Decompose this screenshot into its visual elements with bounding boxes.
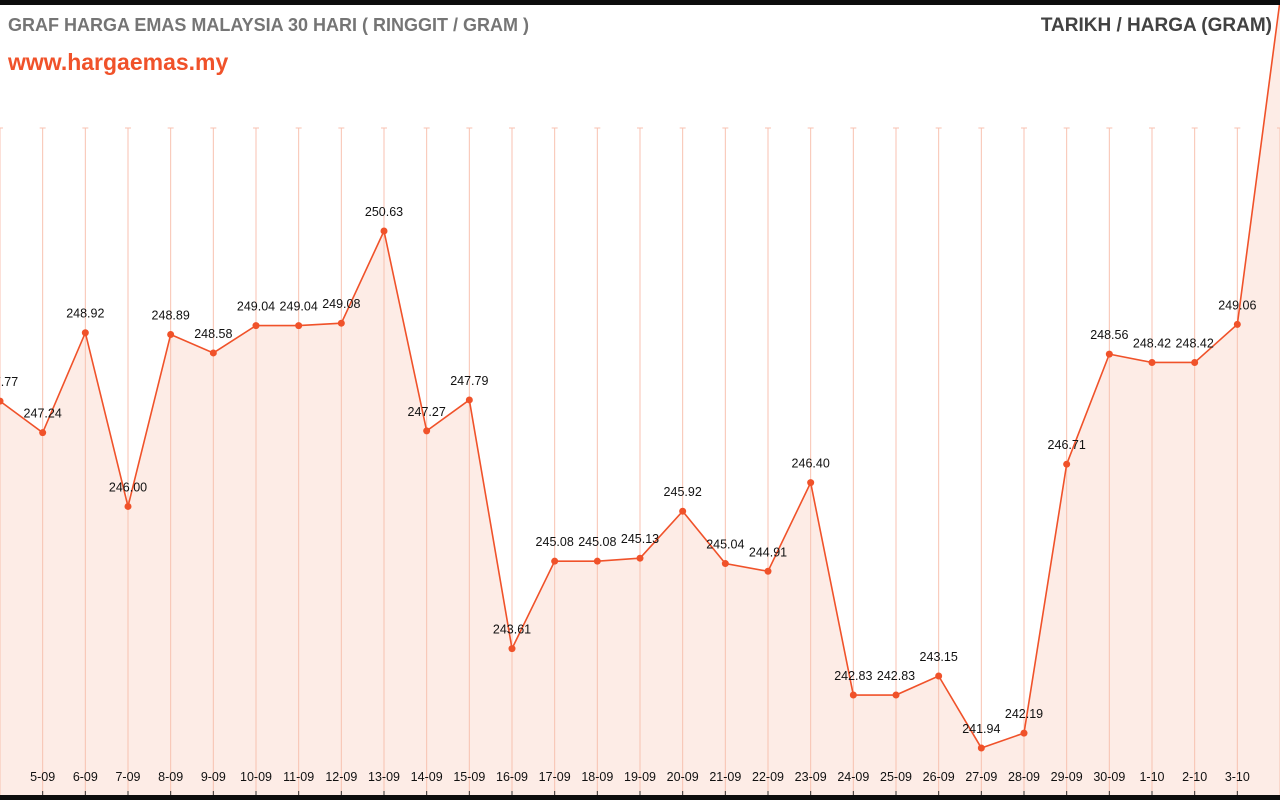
x-tick-label: 26-09 [923, 770, 955, 784]
x-tick-label: 12-09 [325, 770, 357, 784]
data-label: 249.06 [1218, 298, 1256, 312]
data-point [380, 227, 388, 235]
data-point [721, 560, 729, 568]
x-tick-label: 21-09 [709, 770, 741, 784]
data-point [508, 645, 516, 653]
data-label: 250.63 [365, 205, 403, 219]
data-point [807, 479, 815, 487]
x-tick-label: 18-09 [581, 770, 613, 784]
data-label: 246.71 [1048, 438, 1086, 452]
x-tick-label: 20-09 [667, 770, 699, 784]
x-tick-label: 3-10 [1225, 770, 1250, 784]
data-label: 241.94 [962, 722, 1000, 736]
data-point [593, 557, 601, 565]
data-point [1148, 358, 1156, 366]
x-tick-label: 13-09 [368, 770, 400, 784]
data-label: 248.92 [66, 307, 104, 321]
x-tick-label: 1-10 [1139, 770, 1164, 784]
data-point [295, 322, 303, 330]
data-point [679, 507, 687, 515]
data-point [124, 502, 132, 510]
data-label: 245.92 [664, 485, 702, 499]
data-label: 245.08 [578, 535, 616, 549]
data-point [636, 554, 644, 562]
data-label: 242.83 [834, 669, 872, 683]
data-label: 246.40 [792, 457, 830, 471]
data-point [551, 557, 559, 565]
x-tick-label: 24-09 [837, 770, 869, 784]
data-label: 249.04 [280, 300, 318, 314]
data-point [1191, 358, 1199, 366]
x-tick-label: 28-09 [1008, 770, 1040, 784]
data-label: 248.42 [1133, 336, 1171, 350]
data-label: 242.83 [877, 669, 915, 683]
x-tick-label: 29-09 [1051, 770, 1083, 784]
data-point [39, 429, 47, 437]
x-tick-label: 14-09 [411, 770, 443, 784]
data-point [1020, 729, 1028, 737]
data-label: 7.77 [0, 375, 18, 389]
data-point [977, 744, 985, 752]
x-tick-label: 9-09 [201, 770, 226, 784]
x-tick-label: 11-09 [283, 770, 314, 784]
x-tick-label: 2-10 [1182, 770, 1207, 784]
data-label: 245.04 [706, 538, 744, 552]
x-tick-label: 10-09 [240, 770, 272, 784]
data-label: 245.08 [536, 535, 574, 549]
data-point [764, 567, 772, 575]
data-point [167, 331, 175, 339]
data-label: 245.13 [621, 532, 659, 546]
data-label: 247.27 [408, 405, 446, 419]
data-label: 243.15 [920, 650, 958, 664]
data-label: 249.04 [237, 300, 275, 314]
chart-title: GRAF HARGA EMAS MALAYSIA 30 HARI ( RINGG… [8, 15, 530, 35]
data-point [1105, 350, 1113, 358]
data-label: 247.24 [24, 407, 62, 421]
x-tick-label: 17-09 [539, 770, 571, 784]
data-point [935, 672, 943, 680]
data-label: 249.08 [322, 297, 360, 311]
data-point [209, 349, 217, 357]
chart-frame: 7.77 247.24 248.92 246.00 248.89 248.58 249.04… [0, 5, 1280, 795]
x-tick-label: 7-09 [115, 770, 140, 784]
data-label: 248.89 [152, 309, 190, 323]
x-tick-label: 22-09 [752, 770, 784, 784]
data-point [892, 691, 900, 699]
x-tick-label: 6-09 [73, 770, 98, 784]
data-label: 244.91 [749, 545, 787, 559]
data-point [0, 397, 4, 405]
data-label: 247.79 [450, 374, 488, 388]
data-point [337, 319, 345, 327]
price-chart: 7.77 247.24 248.92 246.00 248.89 248.58 249.04… [0, 5, 1280, 795]
data-label: 246.00 [109, 480, 147, 494]
x-tick-label: 30-09 [1093, 770, 1125, 784]
x-tick-label: 25-09 [880, 770, 912, 784]
x-tick-label: 5-09 [30, 770, 55, 784]
x-tick-label: 19-09 [624, 770, 656, 784]
data-point [423, 427, 431, 435]
website-link[interactable]: www.hargaemas.my [8, 49, 229, 75]
x-tick-label: 27-09 [965, 770, 997, 784]
x-tick-label: 8-09 [158, 770, 183, 784]
x-tick-label: 16-09 [496, 770, 528, 784]
data-point [1063, 460, 1071, 468]
chart-legend: TARIKH / HARGA (GRAM) [1040, 15, 1272, 36]
data-label: 248.42 [1176, 336, 1214, 350]
data-label: 242.19 [1005, 707, 1043, 721]
data-label: 248.56 [1090, 328, 1128, 342]
area-fill [0, 5, 1280, 795]
data-point [465, 396, 473, 404]
data-point [81, 329, 89, 337]
data-label: 243.61 [493, 623, 531, 637]
data-point [849, 691, 857, 699]
x-tick-label: 15-09 [453, 770, 485, 784]
data-point [252, 322, 260, 330]
data-label: 248.58 [194, 327, 232, 341]
data-point [1233, 320, 1241, 328]
x-tick-label: 23-09 [795, 770, 827, 784]
